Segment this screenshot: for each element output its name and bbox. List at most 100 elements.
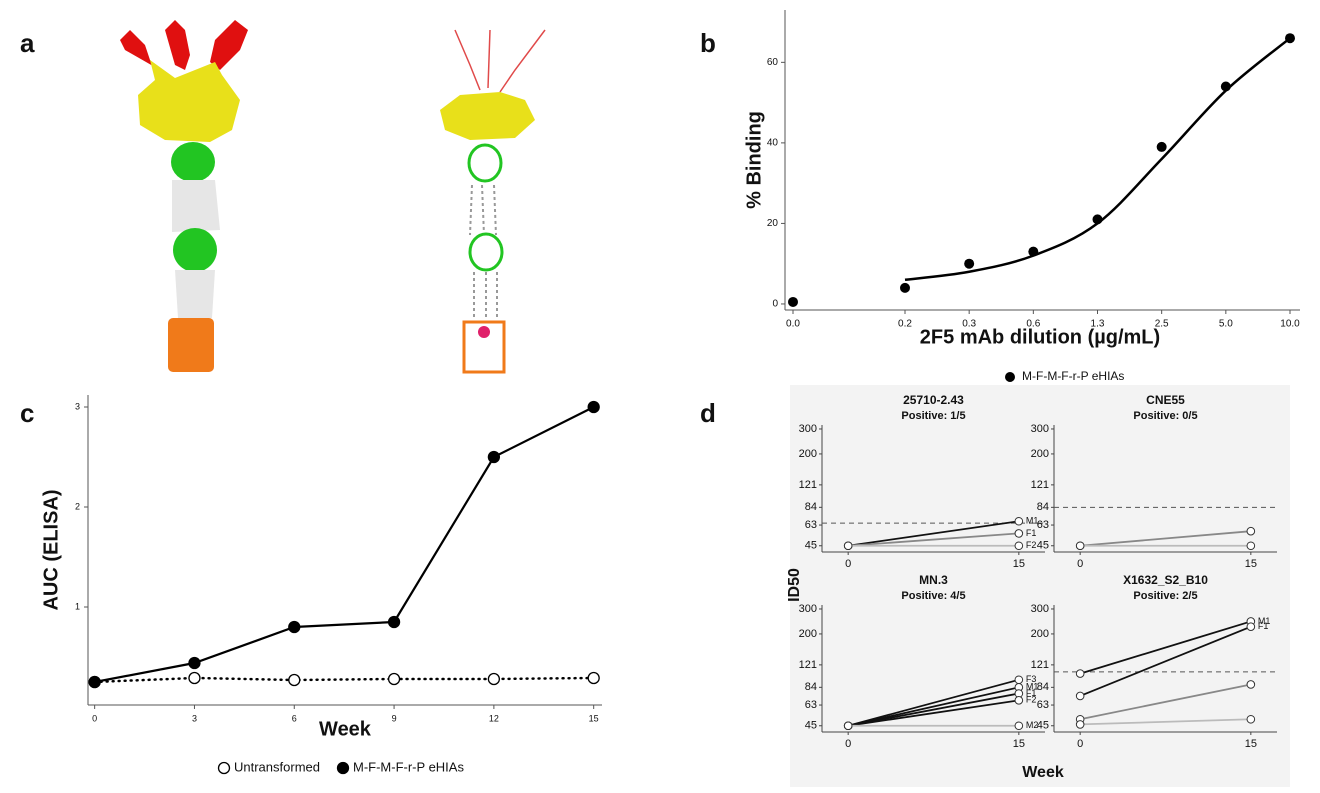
y-tick-label: 300 [1031, 423, 1049, 435]
series-line [848, 532, 1019, 547]
x-tick-label: 6 [292, 713, 297, 723]
data-point [1156, 141, 1167, 152]
data-point [1246, 541, 1256, 551]
data-point [587, 400, 600, 414]
series-line [1080, 530, 1251, 547]
data-point [1014, 675, 1024, 685]
y-tick-label: 45 [1037, 720, 1049, 732]
legend-marker [336, 761, 350, 775]
x-tick-label: 0 [92, 713, 97, 723]
y-tick-label: 3 [75, 401, 80, 411]
series-line [1080, 718, 1251, 726]
series-line [93, 405, 595, 684]
data-point [1014, 541, 1024, 551]
data-point [387, 615, 401, 629]
y-tick-label: 45 [805, 540, 817, 552]
y-tick-label: 40 [767, 138, 779, 149]
data-point [1014, 696, 1024, 705]
data-point [1014, 516, 1024, 526]
y-tick-label: 63 [805, 699, 817, 711]
data-point [587, 671, 600, 685]
y-axis-label: AUC (ELISA) [40, 489, 62, 610]
y-tick-label: 45 [1037, 540, 1049, 552]
panel-a-right-molecule [440, 29, 546, 374]
y-axis-label: % Binding [743, 111, 765, 209]
y-tick-label: 121 [799, 479, 817, 491]
y-tick-label: 300 [799, 603, 817, 615]
x-tick-label: 5.0 [1219, 319, 1233, 330]
legend-label: M-F-M-F-r-P eHIAs [1022, 369, 1124, 383]
series-label: F2 [1026, 540, 1037, 550]
y-tick-label: 63 [1037, 699, 1049, 711]
data-point [900, 282, 910, 293]
panel-label: d [700, 398, 716, 428]
data-point [387, 672, 401, 686]
series-label: F1 [1026, 688, 1037, 698]
y-tick-label: 20 [767, 218, 779, 229]
x-tick-label: 9 [392, 713, 397, 723]
x-tick-label: 0 [845, 738, 851, 750]
data-point [1285, 33, 1295, 44]
x-tick-label: 0.6 [1026, 319, 1040, 330]
x-tick-label: 0 [1077, 558, 1083, 570]
y-tick-label: 300 [1031, 603, 1049, 615]
data-point [1246, 714, 1256, 724]
series-line [1079, 620, 1252, 675]
x-axis-label: Week [319, 718, 372, 740]
panel-subtitle: Positive: 0/5 [1133, 410, 1197, 422]
x-axis-label: 2F5 mAb dilution (µg/mL) [920, 326, 1160, 348]
x-tick-label: 0.3 [962, 319, 976, 330]
data-point [1246, 526, 1256, 536]
y-tick-label: 200 [1031, 448, 1049, 460]
panel-subtitle: Positive: 2/5 [1133, 590, 1197, 602]
y-tick-label: 1 [75, 601, 80, 611]
panel-label: b [700, 28, 716, 58]
series-label: M1 [1026, 516, 1039, 526]
series-label: M2 [1026, 720, 1039, 730]
y-tick-label: 121 [1031, 659, 1049, 671]
data-point [843, 541, 853, 551]
series-line [848, 692, 1019, 727]
data-point [1246, 622, 1256, 631]
data-point [964, 258, 975, 269]
x-tick-label: 0.2 [898, 319, 912, 330]
data-point [1220, 81, 1231, 92]
series-line [848, 699, 1019, 727]
series-line [1079, 625, 1252, 697]
panel-subtitle: Positive: 4/5 [901, 590, 965, 602]
y-tick-label: 300 [799, 423, 817, 435]
y-tick-label: 121 [1031, 479, 1049, 491]
x-tick-label: 15 [1013, 558, 1025, 570]
x-tick-label: 3 [192, 713, 197, 723]
panel-subtitle: Positive: 1/5 [901, 410, 965, 422]
legend-label: M-F-M-F-r-P eHIAs [353, 759, 464, 774]
x-tick-label: 12 [489, 713, 499, 723]
series-label: F1 [1258, 621, 1269, 631]
series-label: F1 [1026, 528, 1037, 538]
panel-label: c [20, 398, 34, 428]
data-point [188, 671, 201, 685]
data-point [1092, 214, 1103, 225]
x-tick-label: 0.0 [786, 319, 800, 330]
x-tick-label: 2.5 [1155, 319, 1169, 330]
series-line [848, 520, 1019, 547]
data-point [487, 450, 501, 464]
data-point [88, 675, 101, 689]
x-tick-label: 10.0 [1280, 319, 1300, 330]
data-point [1075, 669, 1085, 678]
panel-a-left-molecule [120, 20, 248, 372]
y-tick-label: 84 [1037, 681, 1049, 693]
data-point [288, 673, 301, 687]
fit-curve [904, 37, 1291, 282]
series-line [847, 678, 1020, 727]
data-point [843, 721, 853, 731]
series-label: F3 [1026, 674, 1037, 684]
y-tick-label: 45 [805, 720, 817, 732]
y-tick-label: 2 [75, 501, 80, 511]
data-point [1014, 721, 1024, 731]
data-point [788, 296, 798, 307]
y-tick-label: 84 [805, 501, 817, 513]
series-line [93, 676, 595, 684]
series-label: M1 [1258, 616, 1271, 626]
